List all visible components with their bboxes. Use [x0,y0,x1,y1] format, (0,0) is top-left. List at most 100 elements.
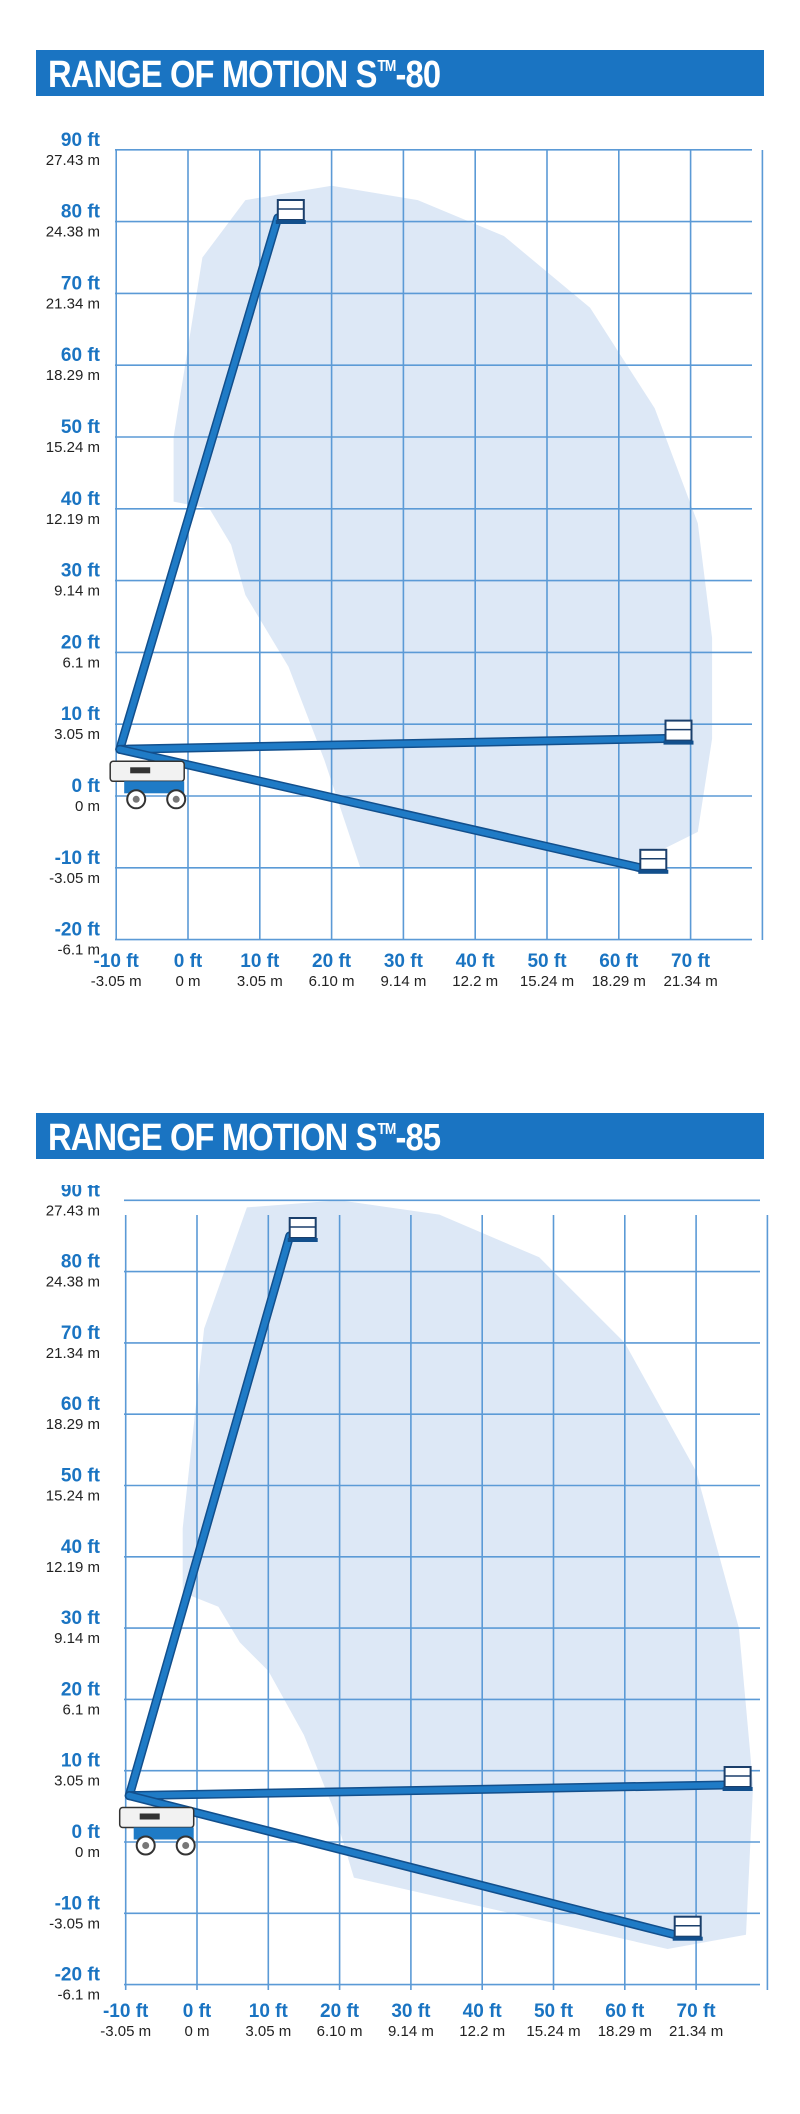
y-tick-m: 24.38 m [46,224,100,241]
y-tick-ft: 20 ft [61,1679,101,1700]
y-tick-m: 3.05 m [54,726,100,743]
y-tick-ft: -20 ft [55,920,101,941]
y-tick-ft: -10 ft [55,1893,101,1914]
x-tick-ft: 50 ft [534,2001,574,2022]
wheel-hub [132,795,140,803]
work-envelope [173,185,713,868]
y-tick-ft: 70 ft [61,1323,101,1344]
y-tick-ft: 90 ft [61,1185,101,1201]
x-tick-m: 15.24 m [520,973,574,990]
x-tick-m: 6.10 m [309,973,355,990]
y-tick-ft: -20 ft [55,1965,101,1986]
x-tick-m: 3.05 m [245,2023,291,2040]
x-tick-ft: 30 ft [384,951,424,972]
basket-floor [638,869,669,874]
boom-section [116,746,644,871]
title-bar: RANGE OF MOTION STM-80 [36,50,764,96]
chart-title: RANGE OF MOTION STM-80 [48,54,441,97]
logo-plate [130,767,151,774]
basket-rail [664,719,693,742]
y-tick-ft: -10 ft [55,848,101,869]
y-tick-m: 15.24 m [46,1488,100,1505]
basket-rail [673,1915,702,1938]
y-tick-ft: 80 ft [61,202,101,223]
boom-below-grade [124,1791,703,1941]
x-tick-ft: 10 ft [249,2001,289,2022]
wheel-hub [172,795,180,803]
x-tick-m: 18.29 m [592,973,646,990]
x-tick-m: 21.34 m [669,2023,723,2040]
y-tick-ft: 60 ft [61,345,101,366]
boom-section [116,215,281,753]
y-tick-m: -6.1 m [57,942,100,959]
platform-basket [287,1217,318,1242]
logo-plate [139,1813,160,1820]
basket-rail [639,848,668,871]
y-tick-m: 9.14 m [54,583,100,600]
title-model: -85 [395,1117,442,1159]
y-tick-m: 27.43 m [46,1202,100,1219]
y-tick-m: 9.14 m [54,1630,100,1647]
boom-below-grade [115,744,669,874]
machine-chassis [109,760,187,810]
basket-floor [663,740,694,745]
x-tick-m: 9.14 m [388,2023,434,2040]
y-tick-ft: 0 ft [72,1822,101,1843]
boom-max-height [124,1217,318,1801]
x-tick-ft: -10 ft [103,2001,149,2022]
x-tick-ft: 20 ft [312,951,352,972]
y-tick-ft: 50 ft [61,417,101,438]
y-tick-m: 6.1 m [62,1701,100,1718]
boom-section [116,735,669,753]
y-tick-ft: 90 ft [61,130,101,151]
y-tick-m: -3.05 m [49,870,100,887]
y-tick-m: 15.24 m [46,439,100,456]
platform-basket [638,848,669,874]
platform-basket [275,199,306,224]
boom-max-height [115,199,306,754]
y-tick-ft: 0 ft [72,776,101,797]
y-tick-m: 0 m [75,798,100,815]
title-main: RANGE OF MOTION S [48,54,377,96]
title-bar: RANGE OF MOTION STM-85 [36,1113,764,1159]
boom-max-reach [124,1766,753,1801]
y-tick-m: 21.34 m [46,295,100,312]
basket-rail [723,1766,752,1788]
y-tick-ft: 70 ft [61,273,101,294]
y-tick-ft: 80 ft [61,1252,101,1273]
work-envelope [182,1200,754,1949]
y-tick-m: 0 m [75,1844,100,1861]
basket-floor [275,220,306,224]
platform-basket [663,719,694,745]
x-tick-ft: 40 ft [456,951,496,972]
x-tick-ft: 70 ft [677,2001,717,2022]
y-tick-ft: 30 ft [61,1608,101,1629]
boom-section [126,1781,728,1799]
basket-floor [672,1936,703,1941]
y-tick-ft: 30 ft [61,561,101,582]
x-tick-m: 12.2 m [459,2023,505,2040]
x-tick-ft: 0 ft [174,951,203,972]
x-tick-ft: 10 ft [240,951,280,972]
x-tick-m: 9.14 m [380,973,426,990]
platform-basket [722,1766,753,1791]
y-tick-m: 18.29 m [46,1416,100,1433]
x-tick-m: 6.10 m [317,2023,363,2040]
boom-max-reach [115,719,694,754]
y-tick-ft: 50 ft [61,1466,101,1487]
x-tick-ft: 40 ft [463,2001,503,2022]
y-tick-ft: 60 ft [61,1394,101,1415]
basket-floor [722,1787,753,1791]
grid [124,1199,769,1990]
x-tick-m: 21.34 m [663,973,717,990]
platform-basket [672,1915,703,1941]
y-tick-m: 18.29 m [46,367,100,384]
y-tick-m: 27.43 m [46,152,100,169]
x-tick-m: 15.24 m [526,2023,580,2040]
y-tick-m: -6.1 m [57,1987,100,2004]
x-tick-m: 0 m [175,973,200,990]
y-tick-ft: 40 ft [61,489,101,510]
basket-floor [287,1238,318,1242]
